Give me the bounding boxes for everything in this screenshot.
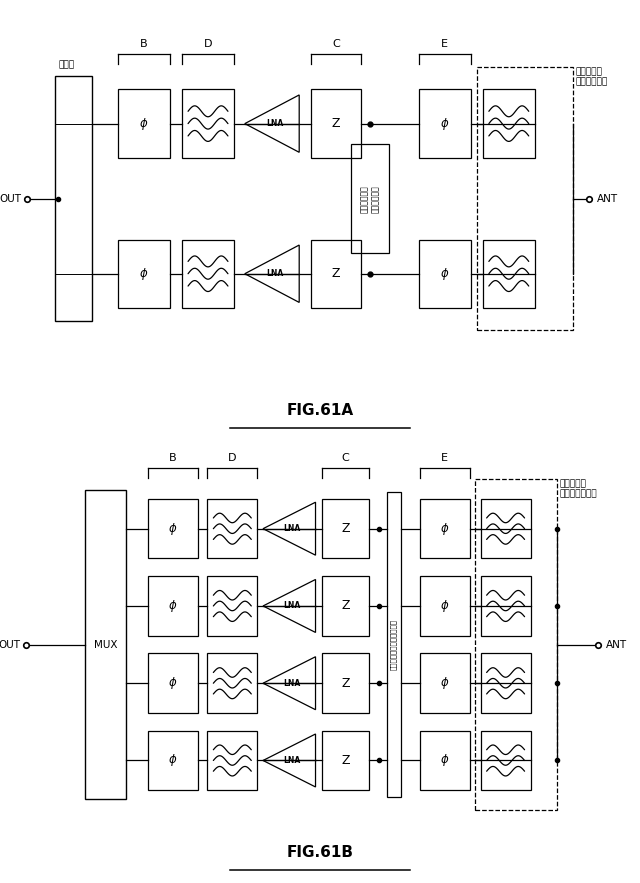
Text: 結合器: 結合器: [58, 61, 74, 70]
Text: $\phi$: $\phi$: [440, 598, 449, 614]
Text: $\phi$: $\phi$: [440, 521, 449, 537]
Text: フィルタ／
ダイプレクサ: フィルタ／ ダイプレクサ: [576, 67, 608, 87]
Bar: [483, 89, 535, 158]
Text: B: B: [169, 453, 177, 463]
Text: Z: Z: [341, 600, 350, 613]
Bar: [311, 239, 361, 308]
Text: D: D: [228, 453, 237, 463]
Text: $\phi$: $\phi$: [140, 266, 148, 282]
Bar: [207, 499, 257, 558]
Text: Z: Z: [332, 117, 340, 130]
Text: $\phi$: $\phi$: [440, 116, 449, 132]
Bar: [207, 576, 257, 636]
Text: OUT: OUT: [0, 193, 22, 204]
Text: $\phi$: $\phi$: [168, 675, 177, 691]
Bar: [420, 730, 470, 790]
Text: LNA: LNA: [284, 601, 301, 610]
Bar: [322, 499, 369, 558]
Bar: [118, 89, 170, 158]
Text: LNA: LNA: [266, 119, 284, 128]
Bar: [148, 576, 198, 636]
Bar: [481, 730, 531, 790]
Bar: [483, 239, 535, 308]
Bar: [182, 89, 234, 158]
Text: E: E: [442, 453, 448, 463]
Bar: [420, 576, 470, 636]
Bar: [322, 730, 369, 790]
Text: LNA: LNA: [284, 525, 301, 533]
Text: LNA: LNA: [284, 679, 301, 688]
Bar: [351, 144, 389, 253]
Text: C: C: [332, 39, 340, 49]
Text: フィルタ／
マルチプレクサ: フィルタ／ マルチプレクサ: [560, 479, 598, 498]
Bar: [481, 499, 531, 558]
Text: ANT: ANT: [606, 639, 627, 650]
Bar: [322, 653, 369, 713]
Text: $\phi$: $\phi$: [440, 752, 449, 768]
Bar: [207, 653, 257, 713]
Text: Z: Z: [341, 522, 350, 535]
Text: D: D: [204, 39, 212, 49]
Text: $\phi$: $\phi$: [168, 598, 177, 614]
Bar: [148, 653, 198, 713]
Bar: [481, 653, 531, 713]
Bar: [55, 76, 92, 321]
Text: Z: Z: [341, 676, 350, 690]
Bar: [118, 239, 170, 308]
Text: $\phi$: $\phi$: [440, 266, 449, 282]
Bar: [419, 89, 471, 158]
Text: LNA: LNA: [266, 269, 284, 278]
Text: FIG.61B: FIG.61B: [287, 845, 353, 859]
Bar: [148, 499, 198, 558]
Text: LNA: LNA: [284, 756, 301, 765]
Text: Z: Z: [341, 754, 350, 767]
Bar: [477, 67, 573, 330]
Bar: [420, 499, 470, 558]
Text: スイッチング
ネットワーク: スイッチング ネットワーク: [360, 185, 380, 213]
Text: $\phi$: $\phi$: [168, 521, 177, 537]
Bar: [148, 730, 198, 790]
Bar: [481, 576, 531, 636]
Text: スイッチングネットワーク: スイッチングネットワーク: [390, 619, 397, 670]
Bar: [311, 89, 361, 158]
Bar: [85, 490, 127, 799]
Bar: [475, 479, 557, 811]
Text: B: B: [140, 39, 148, 49]
Bar: [182, 239, 234, 308]
Text: ANT: ANT: [596, 193, 618, 204]
Bar: [207, 730, 257, 790]
Bar: [387, 492, 401, 796]
Text: OUT: OUT: [0, 639, 20, 650]
Text: Z: Z: [332, 268, 340, 280]
Bar: [322, 576, 369, 636]
Text: C: C: [342, 453, 349, 463]
Text: $\phi$: $\phi$: [140, 116, 148, 132]
Text: E: E: [442, 39, 448, 49]
Bar: [419, 239, 471, 308]
Text: $\phi$: $\phi$: [168, 752, 177, 768]
Text: FIG.61A: FIG.61A: [287, 404, 353, 418]
Bar: [420, 653, 470, 713]
Text: $\phi$: $\phi$: [440, 675, 449, 691]
Text: MUX: MUX: [94, 639, 117, 650]
